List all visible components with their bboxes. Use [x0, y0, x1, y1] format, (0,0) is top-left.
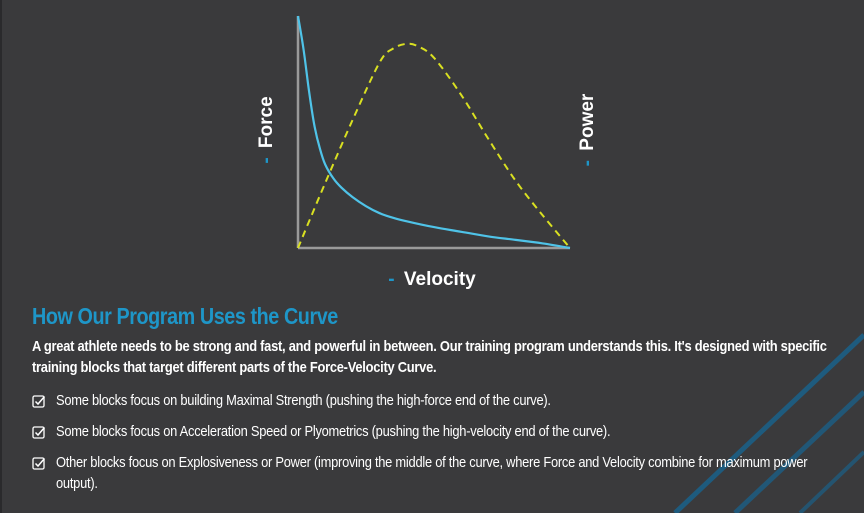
intro-paragraph: A great athlete needs to be strong and f…	[32, 338, 827, 376]
checkbox-checked-icon	[32, 426, 46, 439]
list-item: Some blocks focus on building Maximal St…	[32, 390, 836, 411]
bullet-list: Some blocks focus on building Maximal St…	[32, 390, 836, 494]
list-item-text: Some blocks focus on Acceleration Speed …	[56, 423, 611, 440]
list-item: Some blocks focus on Acceleration Speed …	[32, 421, 836, 442]
chart-axes	[296, 16, 570, 250]
left-edge-divider	[0, 0, 2, 513]
force-curve-series	[296, 15, 571, 250]
list-item-text: Other blocks focus on Explosiveness or P…	[56, 454, 808, 492]
power-curve-series	[297, 42, 571, 249]
content-section: How Our Program Uses the Curve A great a…	[32, 300, 836, 504]
y-axis-label: - Force	[256, 96, 277, 163]
list-item-text: Some blocks focus on building Maximal St…	[56, 392, 551, 409]
force-velocity-chart: - Force - Power - Velocity	[256, 15, 598, 290]
x-axis-label: - Velocity	[388, 269, 476, 290]
section-title: How Our Program Uses the Curve	[32, 303, 338, 329]
checkbox-checked-icon	[32, 395, 46, 408]
y2-axis-label: - Power	[577, 93, 598, 166]
checkbox-checked-icon	[32, 457, 46, 470]
list-item: Other blocks focus on Explosiveness or P…	[32, 452, 836, 494]
